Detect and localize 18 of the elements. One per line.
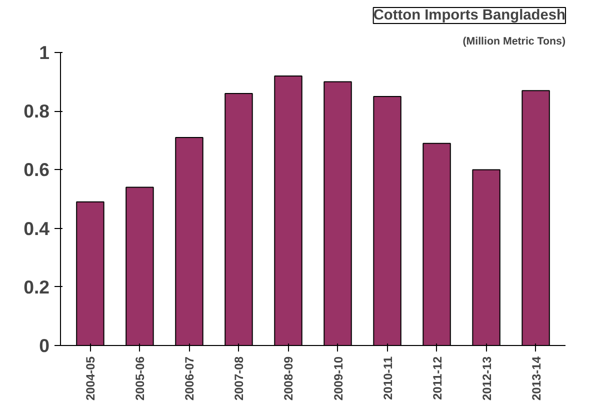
y-tick-label: 0.6: [24, 159, 50, 180]
x-tick-label: 2010-11: [380, 356, 395, 400]
y-tick-label: 0.2: [24, 276, 50, 298]
x-tick-label: 2011-12: [430, 356, 444, 400]
x-tick-label: 2004-05: [84, 356, 98, 401]
x-tick-label: 2007-08: [232, 356, 246, 401]
y-tick-label: 0: [39, 335, 50, 356]
x-tick-label: 2006-07: [182, 356, 197, 401]
chart-title: Cotton Imports Bangladesh: [373, 8, 566, 24]
y-tick-label: 0.4: [24, 218, 50, 239]
chart-subtitle: (Million Metric Tons): [462, 36, 566, 48]
x-tick-label: 2005-06: [133, 356, 148, 401]
x-tick-label: 2013-14: [529, 356, 544, 401]
x-tick-label: 2012-13: [480, 356, 494, 401]
y-tick-label: 0.8: [24, 100, 50, 122]
x-tick-label: 2009-10: [331, 356, 346, 401]
x-tick-label: 2008-09: [282, 356, 296, 401]
y-tick-label: 1: [39, 42, 50, 63]
